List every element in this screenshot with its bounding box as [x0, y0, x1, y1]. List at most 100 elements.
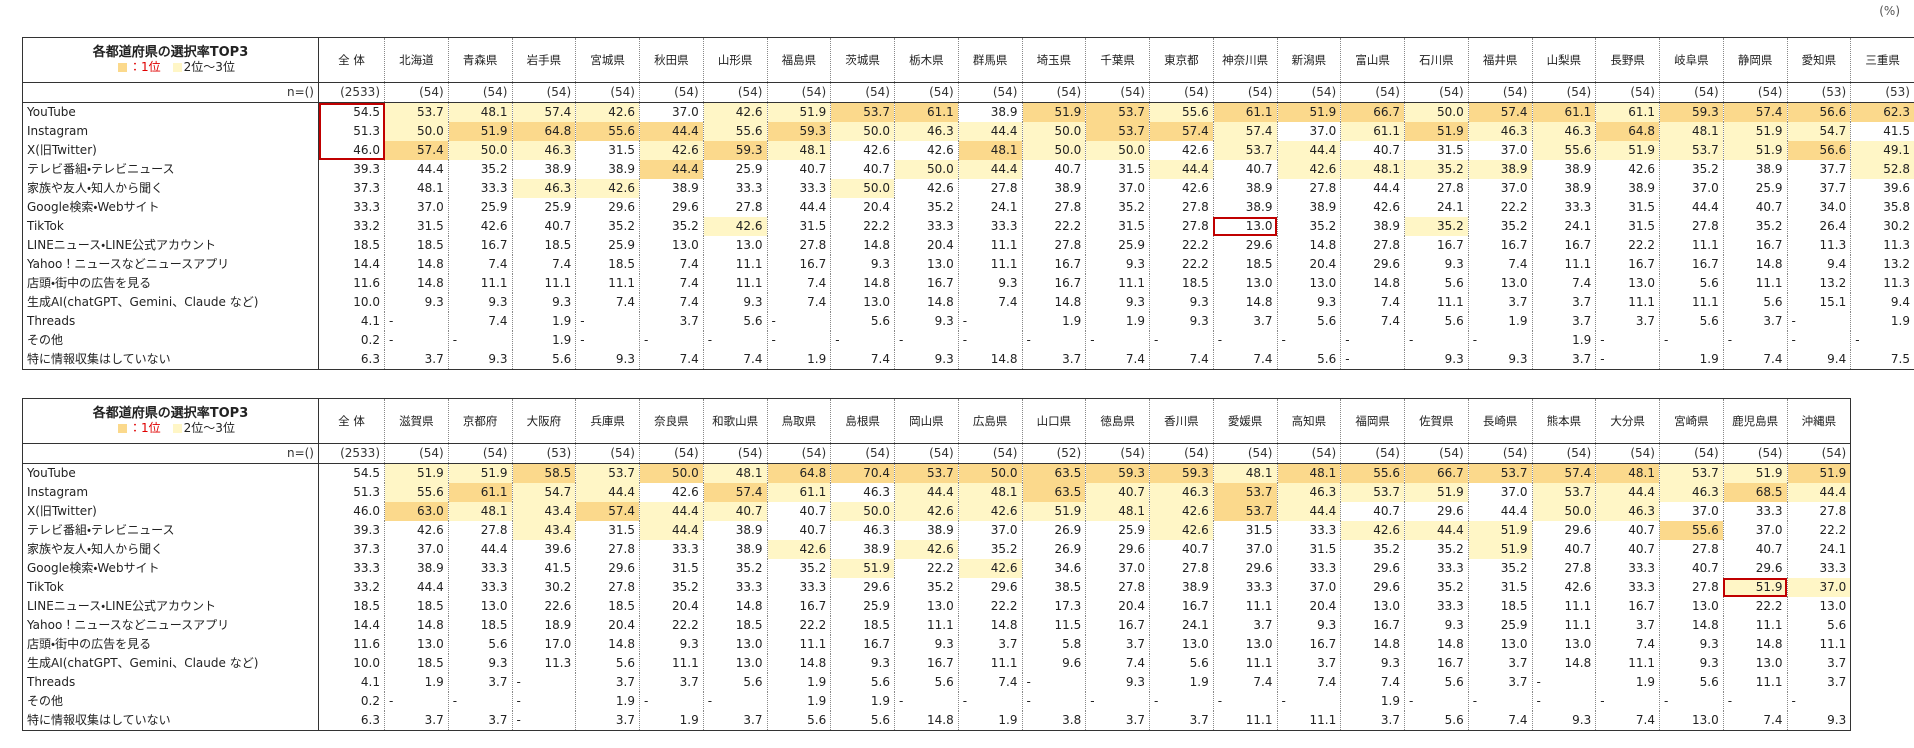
value-cell: 7.4 [958, 673, 1023, 692]
value-cell: - [1659, 331, 1724, 350]
value-cell: 9.3 [1404, 350, 1469, 370]
value-cell: 33.3 [639, 540, 704, 559]
value-cell: 39.3 [318, 521, 385, 540]
value-cell: 11.1 [1595, 293, 1660, 312]
value-cell: 37.0 [1723, 521, 1788, 540]
row-label: 店頭・街中の広告を見る [22, 635, 319, 654]
column-header: 島根県 [830, 398, 895, 444]
value-cell: 20.4 [894, 236, 959, 255]
value-cell: 9.3 [1404, 616, 1469, 635]
value-cell: 5.6 [575, 654, 640, 673]
value-cell: 40.7 [1723, 540, 1788, 559]
value-cell: 5.6 [1659, 673, 1724, 692]
legend-swatch [172, 424, 182, 433]
value-cell: 24.1 [1787, 540, 1852, 559]
n-cell: (54) [1277, 443, 1342, 464]
value-cell: 51.9 [1022, 502, 1087, 521]
value-cell: 22.2 [830, 217, 895, 236]
value-cell: 55.6 [384, 483, 449, 502]
value-cell: 52.8 [1850, 160, 1914, 179]
value-cell: 9.3 [1277, 616, 1342, 635]
value-cell: 13.0 [1277, 274, 1342, 293]
column-header: 岩手県 [512, 37, 577, 83]
value-cell: 50.0 [1022, 141, 1087, 160]
value-cell: 56.6 [1787, 141, 1852, 160]
value-cell: 16.7 [1468, 236, 1533, 255]
value-cell: 37.0 [1277, 578, 1342, 597]
value-cell: 7.4 [639, 274, 704, 293]
value-cell: 37.0 [1085, 559, 1150, 578]
value-cell: 7.4 [1213, 673, 1278, 692]
value-cell: 7.5 [1850, 350, 1914, 370]
value-cell: 46.3 [1468, 122, 1533, 141]
value-cell: 9.3 [894, 312, 959, 331]
value-cell: 38.9 [1022, 179, 1087, 198]
value-cell: 35.2 [1659, 160, 1724, 179]
value-cell: 51.9 [830, 559, 895, 578]
value-cell: 53.7 [1532, 483, 1597, 502]
value-cell: 44.4 [958, 160, 1023, 179]
n-cell: (54) [1532, 82, 1597, 103]
value-cell: 16.7 [1085, 616, 1150, 635]
value-cell: 35.2 [1404, 217, 1469, 236]
value-cell: 11.1 [1532, 616, 1597, 635]
value-cell: 16.7 [767, 597, 832, 616]
value-cell: - [830, 331, 895, 350]
n-cell: (54) [1149, 82, 1214, 103]
value-cell: 35.2 [639, 217, 704, 236]
value-cell: 40.7 [703, 502, 768, 521]
value-cell: 7.4 [767, 274, 832, 293]
value-cell: 64.8 [1595, 122, 1660, 141]
value-cell: 11.1 [1723, 673, 1788, 692]
value-cell: 44.4 [1277, 141, 1342, 160]
column-header: 神奈川県 [1213, 37, 1278, 83]
n-cell: (54) [1723, 82, 1788, 103]
n-cell: (54) [1595, 443, 1660, 464]
value-cell: 35.2 [1468, 217, 1533, 236]
value-cell: 50.0 [894, 160, 959, 179]
value-cell: 53.7 [575, 463, 640, 483]
data-row: YouTube 54.5 51.9 51.9 58.5 53.7 50.0 48.1 64.8 7… [22, 463, 1852, 483]
column-header: 全 体 [318, 37, 385, 83]
value-cell: 42.6 [894, 179, 959, 198]
value-cell: 11.1 [448, 274, 513, 293]
value-cell: - [1085, 692, 1150, 711]
value-cell: 11.1 [958, 654, 1023, 673]
value-cell: 14.8 [384, 274, 449, 293]
value-cell: 44.4 [639, 502, 704, 521]
value-cell: 11.6 [318, 635, 385, 654]
data-row: Yahoo！ニュースなどニュースアプリ 14.4 14.8 18.5 18.9 20.4 2… [22, 616, 1852, 635]
value-cell: 31.5 [639, 559, 704, 578]
value-cell: 44.4 [958, 122, 1023, 141]
column-header: 長崎県 [1468, 398, 1533, 444]
column-header: 福島県 [767, 37, 832, 83]
value-cell: 37.0 [384, 540, 449, 559]
value-cell: 24.1 [1404, 198, 1469, 217]
value-cell: 33.3 [1404, 597, 1469, 616]
legend-label: ：1位 [129, 421, 161, 435]
value-cell: 38.5 [1022, 578, 1087, 597]
value-cell: 37.0 [639, 102, 704, 122]
value-cell: 66.7 [1340, 102, 1405, 122]
n-cell: (54) [1532, 443, 1597, 464]
value-cell: - [1595, 331, 1660, 350]
value-cell: 7.4 [1723, 350, 1788, 370]
value-cell: 13.0 [384, 635, 449, 654]
n-cell: (54) [512, 82, 577, 103]
value-cell: 40.7 [1340, 502, 1405, 521]
value-cell: 11.1 [1213, 654, 1278, 673]
value-cell: 35.2 [767, 559, 832, 578]
value-cell: 1.9 [830, 692, 895, 711]
value-cell: 54.7 [512, 483, 577, 502]
value-cell: 44.4 [639, 122, 704, 141]
row-label: TikTok [22, 578, 319, 597]
value-cell: 13.0 [1468, 274, 1533, 293]
data-row: 家族や友人・知人から聞く 37.3 48.1 33.3 46.3 42.6 38.9 33.3… [22, 179, 1914, 198]
value-cell: - [1149, 331, 1214, 350]
value-cell: 13.0 [1213, 635, 1278, 654]
value-cell: 7.4 [1213, 350, 1278, 370]
value-cell: 22.2 [1149, 236, 1214, 255]
value-cell: 44.4 [448, 540, 513, 559]
column-header: 新潟県 [1277, 37, 1342, 83]
value-cell: 6.3 [318, 711, 385, 731]
